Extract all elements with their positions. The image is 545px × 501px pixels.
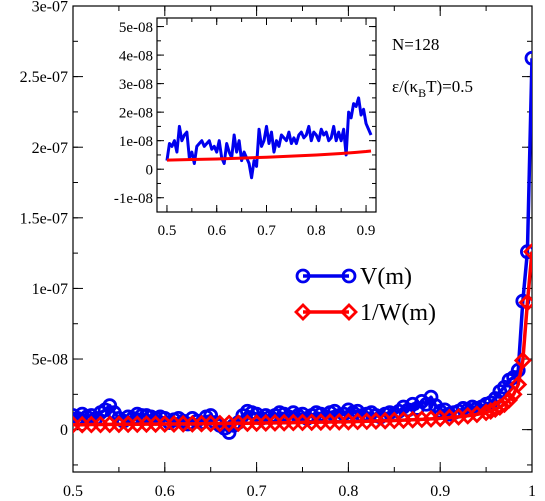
inset-frame <box>156 17 377 213</box>
data-point <box>467 405 486 424</box>
legend-marker <box>294 303 312 321</box>
data-point <box>500 391 519 409</box>
main-x-tick-label: 1 <box>528 483 536 500</box>
legend-marker <box>340 303 358 321</box>
legend-marker <box>341 268 357 284</box>
data-point <box>520 244 532 260</box>
main-x-tick-label: 0.6 <box>155 483 175 500</box>
inset-x-tick-label: 0.8 <box>307 223 326 239</box>
inset-plot: 0.5 0.6 0.7 0.8 0.9 -1e-08 0 1e-08 2e-08 3e-08 4e-… <box>114 17 377 239</box>
legend-label-2: 1/W(m) <box>360 300 436 326</box>
inset-x-tick-label: 0.5 <box>158 223 177 239</box>
inset-y-tick-label: 3e-08 <box>119 77 153 93</box>
legend: V(m) 1/W(m) <box>294 264 436 326</box>
data-point <box>495 395 514 414</box>
data-point <box>523 242 532 261</box>
data-point <box>513 351 532 370</box>
inset-x-tick-label: 0.9 <box>357 223 376 239</box>
inset-y-tick-label: 0 <box>146 162 154 178</box>
main-y-tick-label: 1e-07 <box>32 281 68 298</box>
main-series-group <box>73 50 532 440</box>
inset-y-tick-label: 5e-08 <box>119 20 153 36</box>
inset-y-tick-label: 2e-08 <box>119 105 153 121</box>
main-y-tick-label: 3e-07 <box>32 0 68 16</box>
inset-y-tick-label: 4e-08 <box>119 48 153 64</box>
main-y-tick-label: 1.5e-07 <box>20 210 68 227</box>
main-y-tick-label: 0 <box>60 422 68 439</box>
data-point <box>524 50 532 66</box>
annotation-energy-ratio-subscript: B <box>418 86 426 100</box>
main-y-tick-label: 5e-08 <box>32 352 68 369</box>
legend-marker <box>295 268 311 284</box>
inset-x-tick-label: 0.6 <box>207 223 226 239</box>
main-x-tick-label: 0.8 <box>338 483 358 500</box>
main-x-tick-label: 0.9 <box>430 483 450 500</box>
inset-series-line-2 <box>166 149 372 162</box>
data-point <box>518 293 532 312</box>
annotation-energy-ratio-part1: ε/(κ <box>392 77 419 96</box>
main-x-tick-label: 0.7 <box>247 483 267 500</box>
main-x-tick-label: 0.5 <box>63 483 83 500</box>
inset-series-group <box>165 96 373 180</box>
inset-y-tick-label: -1e-08 <box>114 191 153 207</box>
main-y-tick-label: 2e-07 <box>32 140 68 157</box>
data-point <box>490 398 509 417</box>
legend-label-1: V(m) <box>360 264 412 290</box>
main-y-tick-label: 2.5e-07 <box>20 69 68 86</box>
inset-y-tick-label: 1e-08 <box>119 134 153 150</box>
annotation-energy-ratio: ε/(κBT)=0.5 <box>392 77 473 100</box>
annotation-energy-ratio-part2: T)=0.5 <box>426 77 473 96</box>
data-point <box>509 375 528 394</box>
inset-series-line-1 <box>165 96 373 180</box>
annotation-n: N=128 <box>392 35 439 54</box>
annotations: N=128 ε/(κBT)=0.5 <box>392 35 473 100</box>
data-point <box>73 408 81 423</box>
inset-x-tick-label: 0.7 <box>257 223 276 239</box>
